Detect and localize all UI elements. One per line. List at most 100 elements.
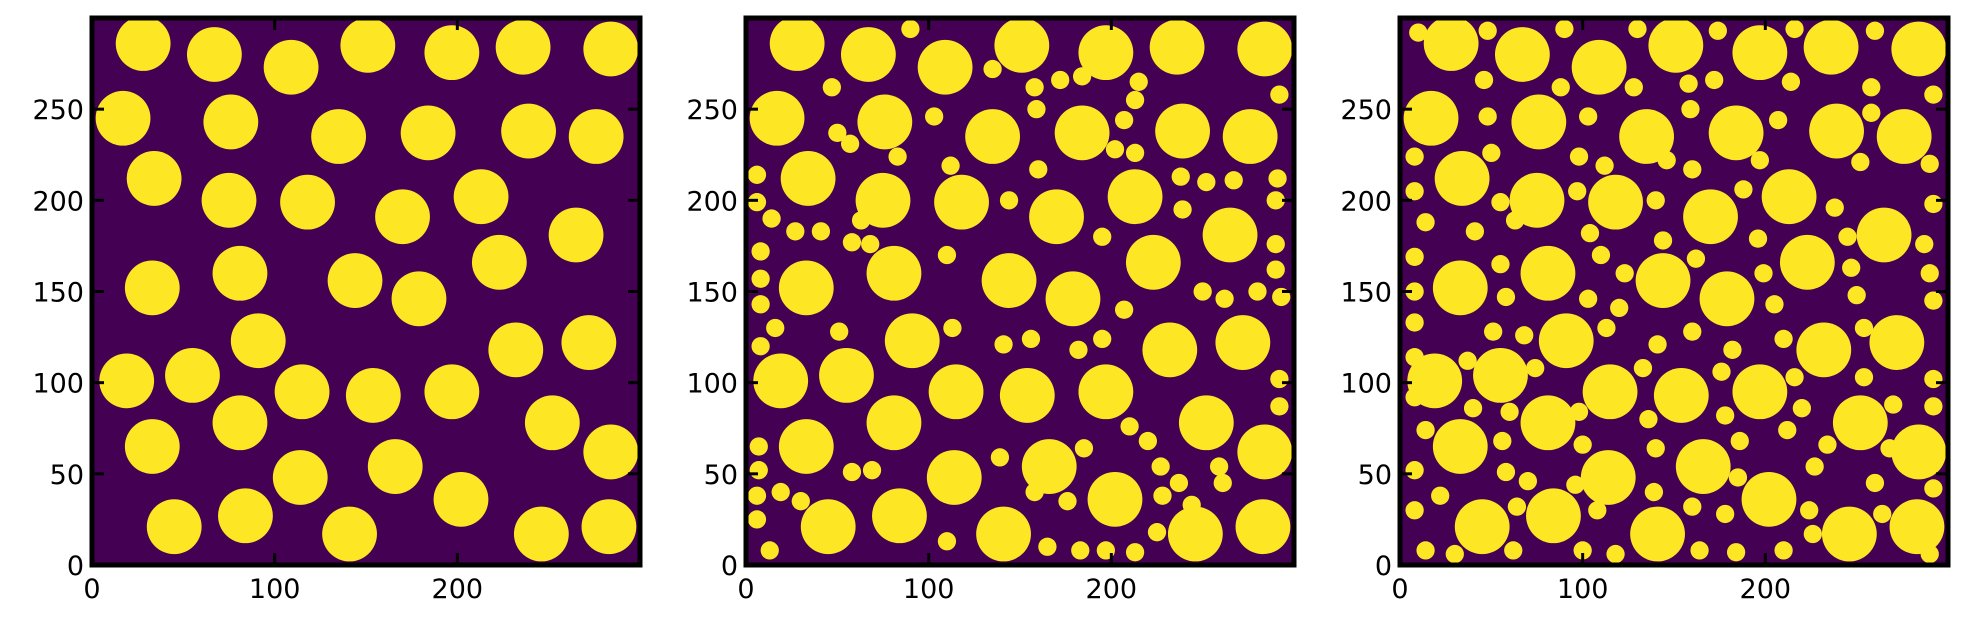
small-particle — [1125, 143, 1145, 163]
large-particle — [866, 245, 922, 301]
large-particle — [495, 19, 551, 75]
large-particle — [212, 245, 268, 301]
small-particle — [1193, 282, 1212, 301]
small-particle — [760, 541, 779, 560]
large-particle — [1889, 499, 1945, 555]
y-tick-label: 100 — [1340, 369, 1392, 400]
large-particle — [855, 172, 911, 228]
small-particle — [1431, 486, 1450, 505]
large-particle — [1237, 21, 1293, 77]
small-particle — [1597, 318, 1616, 338]
large-particle — [124, 419, 180, 474]
small-particle — [1862, 103, 1881, 122]
large-particle — [345, 368, 401, 423]
large-particle — [1876, 109, 1932, 164]
small-particle — [1683, 322, 1702, 341]
large-particle — [186, 27, 242, 82]
small-particle — [1805, 457, 1824, 476]
y-tick-label: 200 — [1340, 186, 1392, 217]
small-particle — [1774, 329, 1793, 349]
small-particle — [749, 437, 768, 456]
small-particle — [1580, 224, 1600, 243]
large-particle — [218, 488, 273, 544]
large-particle — [1021, 439, 1077, 494]
large-particle — [1454, 499, 1510, 555]
small-particle — [1147, 523, 1167, 542]
large-particle — [1809, 103, 1864, 159]
large-particle — [1571, 39, 1627, 95]
small-particle — [1105, 140, 1125, 159]
large-particle — [800, 499, 856, 555]
large-particle — [1029, 189, 1084, 245]
small-particle — [1445, 544, 1464, 564]
y-tick-label: 250 — [32, 95, 84, 126]
small-particle — [1765, 295, 1784, 314]
large-particle — [327, 253, 383, 308]
large-particle — [1494, 27, 1550, 82]
large-particle — [840, 27, 896, 82]
large-particle — [1149, 19, 1205, 75]
small-particle — [747, 510, 767, 529]
small-particle — [1215, 289, 1234, 308]
small-particle — [1551, 78, 1570, 97]
small-particle — [1058, 492, 1077, 511]
small-particle — [811, 222, 831, 241]
y-tick-label: 250 — [686, 95, 738, 126]
large-particle — [1732, 25, 1788, 81]
small-particle — [1169, 473, 1189, 493]
small-particle — [1566, 475, 1585, 494]
small-particle — [1151, 457, 1170, 476]
plot-frame — [1397, 15, 1951, 568]
small-particle — [1478, 107, 1497, 126]
small-particle — [1748, 229, 1768, 248]
small-particle — [842, 462, 862, 482]
small-particle — [747, 165, 767, 184]
large-particle — [1045, 271, 1101, 327]
small-particle — [1416, 420, 1435, 440]
small-particle — [1884, 395, 1903, 414]
small-particle — [1851, 152, 1870, 172]
y-tick-label: 50 — [1358, 460, 1392, 491]
large-particle — [274, 364, 330, 420]
large-particle — [1423, 18, 1479, 71]
small-particle — [1628, 19, 1647, 39]
small-particle — [943, 318, 962, 338]
large-particle — [424, 364, 480, 420]
small-particle — [1465, 222, 1485, 241]
large-particle — [375, 189, 430, 245]
large-particle — [146, 499, 202, 555]
large-particle — [1403, 90, 1459, 146]
small-particle — [983, 59, 1002, 79]
small-particle — [1728, 468, 1748, 487]
large-particle — [1648, 18, 1704, 73]
small-particle — [1579, 107, 1598, 126]
small-particle — [861, 234, 880, 254]
large-particle — [263, 39, 319, 95]
small-particle — [1781, 72, 1801, 91]
small-particle — [1730, 431, 1749, 451]
small-particle — [1924, 369, 1943, 389]
small-particle — [751, 269, 770, 288]
large-particle — [965, 109, 1020, 164]
small-particle — [1854, 368, 1874, 387]
small-particle — [1071, 541, 1090, 560]
small-particle — [925, 107, 944, 126]
small-particle — [1924, 194, 1943, 214]
small-particle — [1681, 100, 1700, 119]
small-particle — [1818, 435, 1837, 454]
large-particle — [1635, 253, 1691, 308]
small-particle — [1484, 322, 1503, 341]
small-particle — [1138, 431, 1158, 451]
small-particle — [1405, 313, 1424, 332]
small-particle — [830, 322, 849, 341]
small-particle — [1768, 110, 1788, 130]
x-tick-label: 100 — [1557, 574, 1609, 605]
small-particle — [1648, 335, 1667, 354]
small-particle — [1120, 417, 1139, 436]
small-particle — [1854, 318, 1874, 338]
small-particle — [1213, 473, 1232, 493]
small-particle — [1880, 439, 1899, 458]
small-particle — [1114, 110, 1134, 130]
large-particle — [1683, 189, 1738, 245]
small-particle — [1125, 543, 1145, 562]
